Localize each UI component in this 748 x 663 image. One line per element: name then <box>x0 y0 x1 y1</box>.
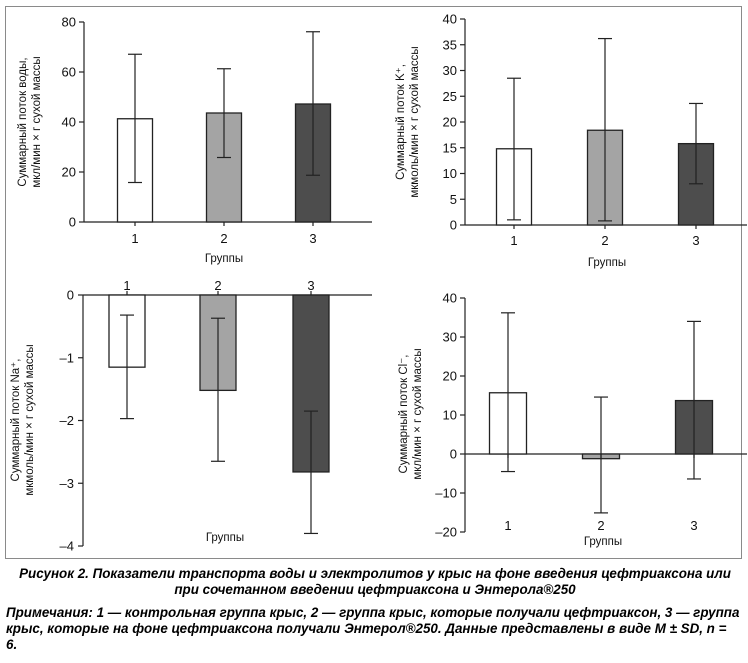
y-tick-label-water: 60 <box>62 65 76 80</box>
category-label-water-2: 2 <box>220 231 227 246</box>
category-label-sodium-3: 3 <box>307 278 314 293</box>
y-tick-label-potassium: 10 <box>443 166 457 181</box>
category-label-potassium-1: 1 <box>510 233 517 248</box>
y-tick-label-chloride: 40 <box>443 291 457 306</box>
category-label-chloride-3: 3 <box>690 518 697 533</box>
y-axis-title-line-water: Суммарный поток воды, <box>17 57 29 186</box>
y-tick-label-potassium: 35 <box>443 37 457 52</box>
chart-chloride: –20 –10 0 10 20 30 40 1 2 3 Группы Суммарный поток … <box>398 291 747 548</box>
category-label-water-1: 1 <box>131 231 138 246</box>
y-tick-label-chloride: –10 <box>435 486 457 501</box>
y-tick-label-potassium: 5 <box>450 192 457 207</box>
y-axis-title-line-potassium: Суммарный поток K⁺, <box>395 64 407 180</box>
category-label-chloride-2: 2 <box>597 518 604 533</box>
category-label-potassium-2: 2 <box>601 233 608 248</box>
y-tick-label-chloride: 0 <box>450 447 457 462</box>
y-axis-title-potassium: Суммарный поток K⁺, мкмоль/мин × г сухой … <box>395 46 421 197</box>
y-tick-label-sodium: –1 <box>60 350 74 365</box>
y-axis-title-sodium: Суммарный поток Na⁺, мкмоль/мин × г сухой… <box>10 344 36 495</box>
y-tick-label-potassium: 20 <box>443 115 457 130</box>
y-tick-label-sodium: –3 <box>60 476 74 491</box>
y-axis-title-line-potassium: мкмоль/мин × г сухой массы <box>409 46 421 197</box>
y-axis-title-line-chloride: Суммарный поток Cl⁻, <box>398 354 410 473</box>
chart-sodium: 0 –1 –2 –3 –4 1 2 3 Группы Суммарный поток Na⁺, мк… <box>10 278 372 554</box>
y-tick-label-sodium: 0 <box>67 288 74 303</box>
y-axis-title-water: Суммарный поток воды, мкл/мин × г сухой м… <box>17 56 43 187</box>
x-axis-title-potassium: Группы <box>588 257 626 269</box>
y-tick-label-chloride: 10 <box>443 408 457 423</box>
charts-frame <box>5 6 742 559</box>
y-tick-label-chloride: 20 <box>443 369 457 384</box>
chart-water: 0 20 40 60 80 1 2 3 Группы Суммарный поток воды, м… <box>17 15 372 265</box>
y-tick-label-potassium: 40 <box>443 12 457 27</box>
y-tick-label-sodium: –4 <box>60 539 74 554</box>
figure-caption: Рисунок 2. Показатели транспорта воды и … <box>19 566 731 597</box>
y-tick-label-potassium: 30 <box>443 63 457 78</box>
y-tick-label-chloride: –20 <box>435 525 457 540</box>
y-tick-label-sodium: –2 <box>60 413 74 428</box>
category-label-water-3: 3 <box>309 231 316 246</box>
x-axis-title-water: Группы <box>205 253 243 265</box>
x-axis-title-sodium: Группы <box>206 532 244 544</box>
y-axis-title-line-water: мкл/мин × г сухой массы <box>31 56 43 187</box>
category-label-sodium-2: 2 <box>214 278 221 293</box>
y-axis-title-line-sodium: мкмоль/мин × г сухой массы <box>24 344 36 495</box>
y-tick-label-water: 80 <box>62 15 76 30</box>
figure-note: Примечания: 1 — контрольная группа крыс,… <box>6 605 740 652</box>
y-tick-label-potassium: 0 <box>450 218 457 233</box>
category-label-sodium-1: 1 <box>123 278 130 293</box>
y-tick-label-potassium: 25 <box>443 89 457 104</box>
y-axis-title-line-chloride: мкл/мин × г сухой массы <box>412 348 424 479</box>
y-tick-label-potassium: 15 <box>443 140 457 155</box>
chart-potassium: 0 5 10 15 20 25 30 35 40 1 2 3 Группы Суммарный поток… <box>395 12 747 269</box>
y-axis-title-line-sodium: Суммарный поток Na⁺, <box>10 359 22 482</box>
x-axis-title-chloride: Группы <box>584 536 622 548</box>
y-tick-label-chloride: 30 <box>443 330 457 345</box>
y-tick-label-water: 0 <box>69 215 76 230</box>
category-label-potassium-3: 3 <box>692 233 699 248</box>
y-tick-label-water: 40 <box>62 115 76 130</box>
category-label-chloride-1: 1 <box>504 518 511 533</box>
y-tick-label-water: 20 <box>62 165 76 180</box>
y-axis-title-chloride: Суммарный поток Cl⁻, мкл/мин × г сухой ма… <box>398 348 424 479</box>
